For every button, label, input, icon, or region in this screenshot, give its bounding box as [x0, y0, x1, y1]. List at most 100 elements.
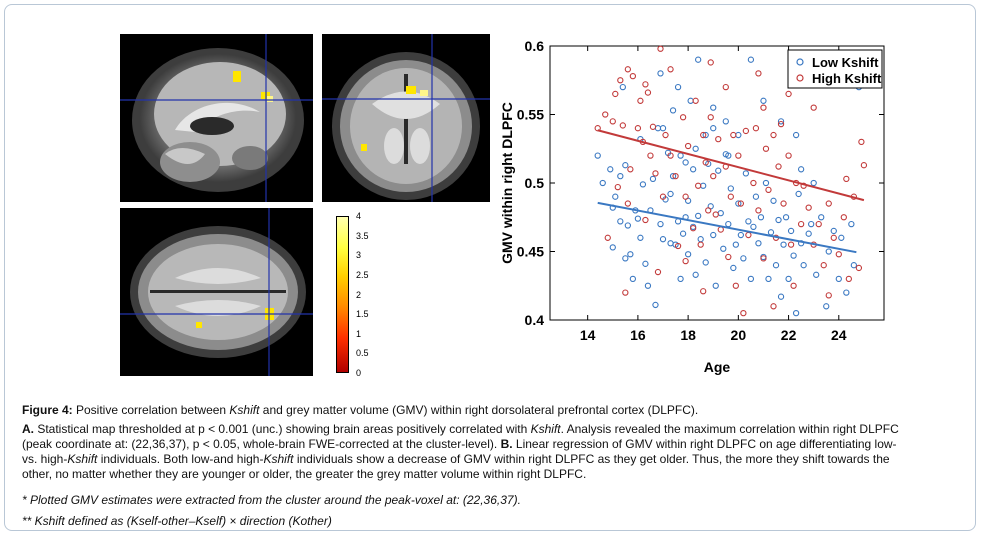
colorbar-tick-label: 3: [356, 250, 362, 261]
scatter-point: [710, 125, 717, 132]
scatter-point: [818, 214, 825, 221]
scatter-point: [830, 227, 837, 235]
x-tick-label: 20: [731, 327, 747, 343]
caption-line-3-kshift: Kshift: [67, 452, 98, 466]
scatter-point: [707, 59, 714, 66]
scatter-point: [820, 262, 827, 269]
scatter-point: [702, 159, 709, 166]
scatter-point: [860, 162, 868, 169]
scatter-point: [619, 122, 626, 129]
scatter-point: [657, 220, 664, 228]
scatter-point: [790, 252, 797, 259]
caption-line-2-text: (peak coordinate at: (22,36,37), p < 0.0…: [22, 437, 501, 451]
scatter-point: [727, 185, 734, 192]
scatter-point: [622, 289, 629, 296]
scatter-point: [710, 172, 717, 180]
gmv-age-scatter-chart: 0.4 0.45 0.5 0.55 0.6 14 16 18 20 22 24 Age GMV with…: [498, 36, 888, 380]
colorbar-tick-label: 1.5: [356, 309, 369, 320]
colorbar-tick-label: 3.5: [356, 230, 369, 241]
scatter-point: [825, 200, 832, 207]
scatter-point: [787, 227, 795, 235]
colorbar-tick-label: 2: [356, 289, 362, 300]
y-tick-label: 0.45: [517, 244, 544, 260]
scatter-point: [654, 268, 662, 276]
scatter-point: [762, 145, 770, 152]
scatter-point: [627, 166, 634, 173]
scatter-point: [697, 241, 704, 248]
scatter-point: [797, 220, 805, 228]
scatter-point: [627, 251, 634, 258]
scatter-point: [777, 120, 785, 128]
scatter-point: [659, 236, 667, 243]
scatter-point: [792, 309, 800, 317]
legend-box: [787, 49, 883, 89]
y-tick-label: 0.5: [525, 175, 545, 191]
scatter-point: [795, 190, 802, 198]
scatter-point: [707, 114, 714, 121]
scatter-point: [770, 303, 777, 310]
scatter-point: [634, 125, 642, 132]
scatter-point: [730, 264, 737, 272]
scatter-point: [702, 131, 709, 139]
colorbar-tick-label: 2.5: [356, 269, 369, 280]
scatter-point: [785, 152, 792, 159]
scatter-point: [689, 225, 697, 232]
scatter-point: [637, 97, 644, 104]
scatter-point: [657, 45, 664, 52]
scatter-point: [672, 172, 679, 180]
legend-marker: [796, 74, 804, 82]
regression-line: [597, 201, 857, 254]
scatter-point: [617, 77, 624, 84]
scatter-point: [710, 104, 717, 111]
scatter-point: [722, 118, 729, 125]
scatter-point: [679, 114, 687, 121]
scatter-point: [617, 172, 624, 180]
scatter-point: [838, 234, 845, 241]
scatter-point: [745, 218, 752, 225]
scatter-point: [710, 231, 717, 239]
scatter-point: [642, 216, 649, 224]
scatter-point: [639, 181, 647, 188]
scatter-point: [622, 255, 629, 262]
scatter-point: [725, 152, 732, 159]
scatter-point: [740, 255, 747, 262]
scatter-point: [855, 264, 863, 272]
x-tick-label: 24: [831, 327, 847, 343]
legend-label: High Kshift: [812, 71, 882, 86]
scatter-point: [782, 214, 790, 221]
scatter-point: [823, 303, 830, 310]
scatter-point: [750, 179, 757, 187]
caption-line-3-post-2: individuals show a decrease of GMV withi…: [293, 452, 890, 466]
scatter-point: [777, 293, 785, 300]
scatter-point: [785, 275, 792, 283]
scatter-point: [752, 193, 760, 200]
scatter-point: [755, 240, 762, 247]
caption-line-4: other, no matter whether they are younge…: [22, 467, 970, 482]
scatter-point: [808, 220, 815, 228]
caption-line-1: A. Statistical map thresholded at p < 0.…: [22, 422, 970, 437]
scatter-point: [775, 216, 782, 224]
scatter-point: [667, 190, 674, 198]
scatter-point: [667, 66, 674, 73]
scatter-point: [780, 200, 787, 207]
footnote-2: ** Kshift defined as (Kself-other–Kself)…: [22, 514, 332, 528]
scatter-point: [644, 282, 652, 289]
scatter-point: [750, 223, 757, 230]
scatter-point: [619, 83, 626, 91]
x-axis-label: Age: [704, 359, 731, 375]
y-tick-label: 0.6: [525, 38, 545, 54]
scatter-point: [843, 175, 850, 183]
scatter-point: [629, 275, 637, 283]
scatter-point: [787, 241, 795, 248]
scatter-point: [649, 175, 657, 183]
scatter-point: [604, 234, 611, 241]
panel-b-label: B.: [500, 437, 513, 451]
scatter-point: [732, 241, 739, 248]
scatter-point: [679, 230, 687, 237]
scatter-point: [622, 162, 629, 169]
scatter-point: [682, 257, 689, 265]
caption-a-kshift: Kshift: [530, 422, 561, 436]
legend-label: Low Kshift: [812, 55, 879, 70]
colorbar-tick-label: 1: [356, 328, 362, 339]
scatter-point: [642, 260, 649, 267]
